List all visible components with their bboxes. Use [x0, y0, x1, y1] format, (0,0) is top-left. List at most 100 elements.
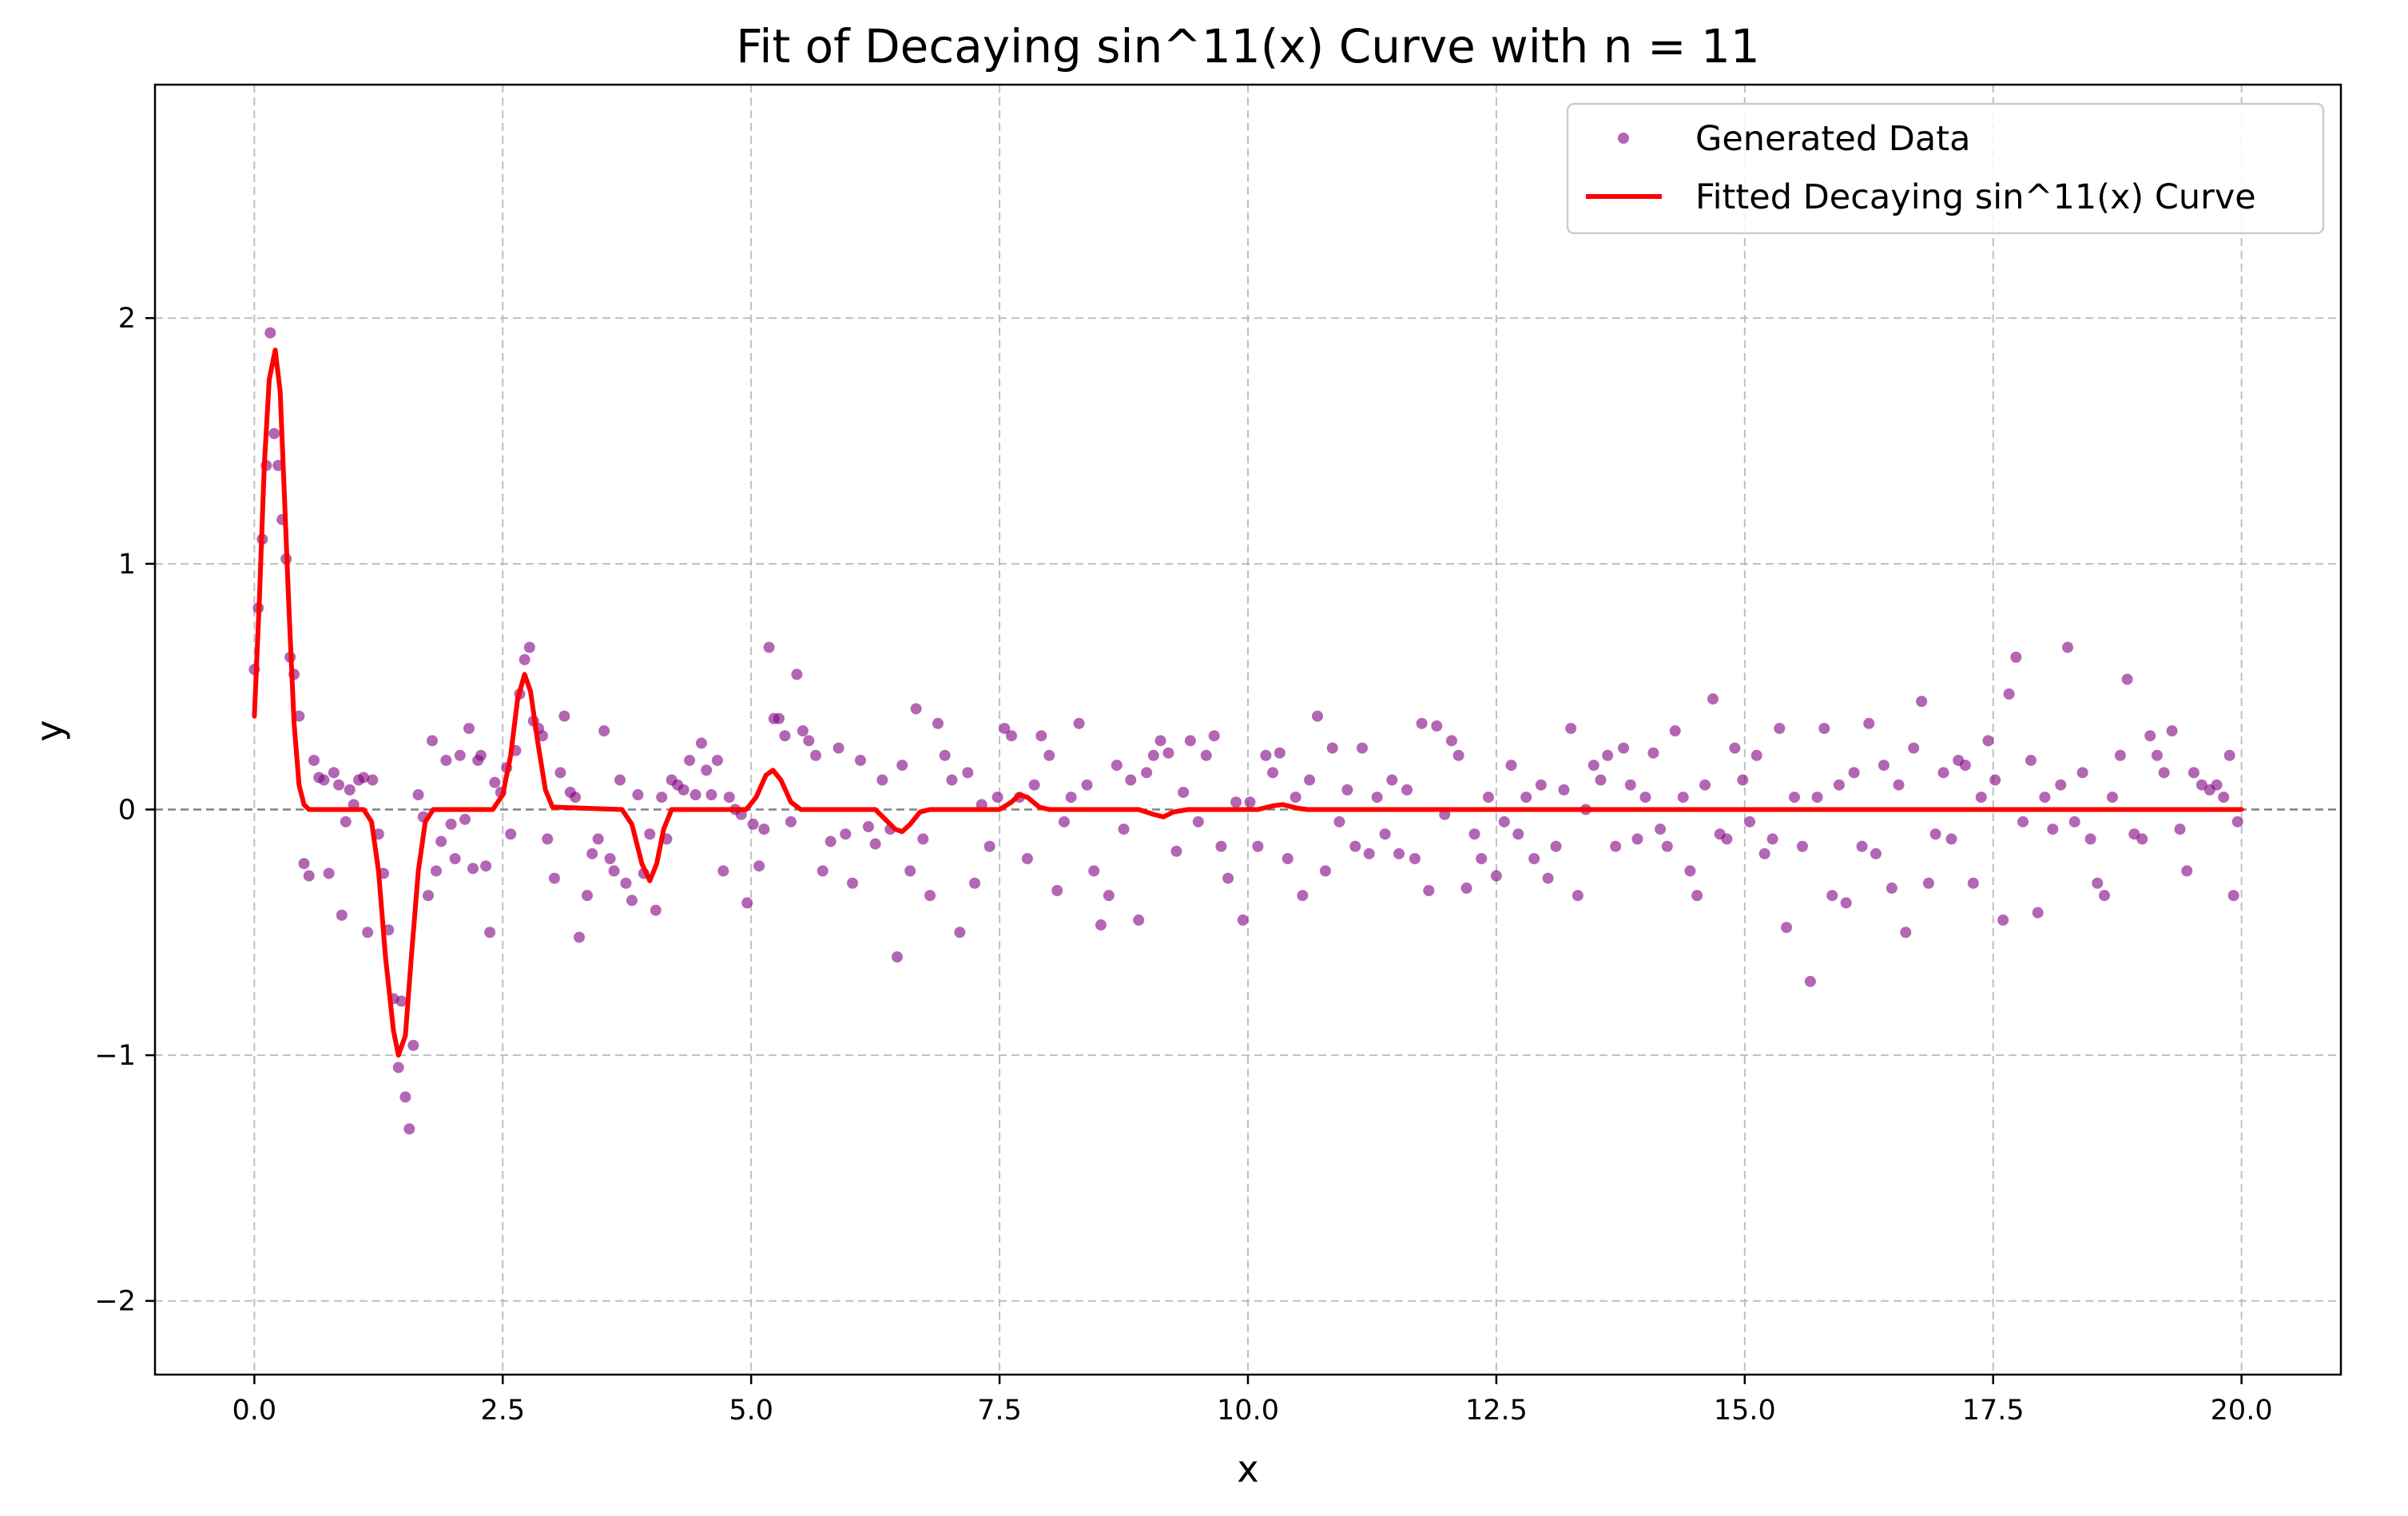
data-point — [523, 641, 535, 653]
data-point — [924, 890, 936, 902]
data-point — [1975, 792, 1987, 804]
data-point — [1393, 847, 1405, 859]
data-point — [1379, 828, 1391, 840]
data-point — [1691, 890, 1703, 902]
x-tick-label: 12.5 — [1465, 1395, 1528, 1427]
data-point — [2231, 816, 2243, 827]
data-point — [1804, 975, 1816, 987]
data-point — [791, 669, 803, 681]
data-point — [862, 821, 874, 833]
data-point — [298, 858, 310, 870]
data-point — [1147, 749, 1159, 761]
y-tick-label: 1 — [118, 549, 136, 581]
data-point — [2084, 833, 2096, 845]
data-point — [904, 865, 916, 877]
data-point — [840, 828, 852, 840]
scatter-points — [248, 327, 2243, 1135]
data-point — [1856, 840, 1868, 852]
data-point — [1333, 816, 1345, 827]
x-tick-label: 20.0 — [2211, 1395, 2273, 1427]
data-point — [1922, 877, 1934, 889]
data-point — [717, 865, 729, 877]
data-point — [1967, 877, 1979, 889]
data-point — [810, 749, 822, 761]
data-point — [1550, 840, 1562, 852]
fitted-curve-line — [252, 347, 2244, 1058]
data-point — [1460, 882, 1472, 894]
x-tick-label: 5.0 — [729, 1395, 773, 1427]
data-point — [1937, 767, 1949, 779]
data-point — [1595, 774, 1607, 786]
data-point — [2055, 779, 2067, 791]
data-point — [1729, 742, 1741, 754]
data-point — [542, 833, 554, 845]
data-point — [650, 904, 662, 916]
data-point — [2032, 907, 2044, 919]
data-point — [2151, 749, 2163, 761]
data-point — [779, 730, 791, 742]
data-point — [785, 816, 797, 827]
data-point — [656, 792, 668, 804]
data-point — [519, 653, 530, 665]
data-point — [423, 890, 434, 902]
data-point — [1125, 774, 1137, 786]
data-point — [2158, 767, 2170, 779]
data-point — [2010, 651, 2022, 663]
data-point — [1162, 747, 1174, 759]
data-point — [1535, 779, 1547, 791]
data-point — [1058, 816, 1070, 827]
data-point — [449, 853, 461, 864]
data-point — [1811, 792, 1823, 804]
data-point — [1154, 735, 1166, 747]
data-point — [367, 774, 379, 786]
data-point — [2003, 688, 2015, 700]
data-point — [435, 835, 447, 847]
data-point — [644, 828, 656, 840]
data-point — [1647, 747, 1659, 759]
data-point — [592, 833, 604, 845]
data-point — [1997, 914, 2009, 926]
data-point — [1528, 853, 1540, 864]
data-point — [598, 725, 610, 737]
data-point — [1088, 865, 1100, 877]
data-point — [2114, 749, 2126, 761]
data-point — [758, 823, 770, 835]
legend-scatter-marker — [1618, 133, 1629, 144]
data-point — [1789, 792, 1800, 804]
data-point — [445, 818, 457, 830]
data-point — [1445, 735, 1457, 747]
data-point — [1371, 792, 1383, 804]
data-point — [1184, 735, 1196, 747]
data-point — [2218, 792, 2230, 804]
data-point — [1781, 922, 1793, 934]
data-point — [392, 1062, 404, 1074]
data-point — [1750, 749, 1762, 761]
data-point — [2025, 754, 2036, 766]
data-point — [2166, 725, 2178, 737]
data-point — [1192, 816, 1204, 827]
data-point — [632, 789, 644, 801]
data-point — [1840, 897, 1852, 909]
data-point — [440, 754, 452, 766]
x-tick-label: 17.5 — [1962, 1395, 2025, 1427]
data-point — [825, 835, 836, 847]
data-point — [753, 860, 765, 872]
data-point — [2076, 767, 2088, 779]
data-point — [711, 754, 723, 766]
data-point — [1796, 840, 1808, 852]
data-point — [1222, 872, 1234, 884]
data-point — [614, 774, 626, 786]
data-point — [2144, 730, 2156, 742]
data-point — [741, 897, 753, 909]
data-point — [1409, 853, 1421, 864]
data-point — [308, 754, 320, 766]
data-point — [763, 641, 775, 653]
data-point — [1386, 774, 1398, 786]
data-point — [1618, 742, 1630, 754]
data-point — [1363, 847, 1375, 859]
data-point — [268, 427, 280, 439]
data-point — [1103, 890, 1115, 902]
legend-label-scatter: Generated Data — [1695, 119, 1970, 159]
x-axis-ticks: 0.0 2.5 5.0 7.5 10.0 12.5 15.0 17.5 20.0 — [232, 1375, 2273, 1427]
data-point — [854, 754, 866, 766]
